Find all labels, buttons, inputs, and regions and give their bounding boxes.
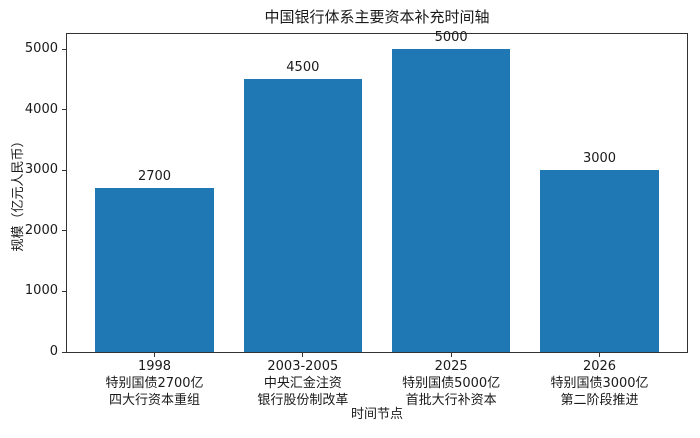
y-tick-mark bbox=[62, 169, 66, 171]
y-tick-label: 2000 bbox=[24, 222, 58, 238]
y-tick-label: 3000 bbox=[24, 162, 58, 178]
y-tick-label: 5000 bbox=[24, 41, 58, 57]
chart-title: 中国银行体系主要资本补充时间轴 bbox=[264, 8, 490, 26]
x-tick-label: 2026 特别国债3000亿 第二阶段推进 bbox=[550, 359, 649, 408]
y-tick-label: 0 bbox=[49, 344, 58, 359]
bar-value-label: 4500 bbox=[286, 60, 320, 76]
bar bbox=[540, 170, 659, 352]
bar-value-label: 3000 bbox=[582, 151, 617, 167]
bar bbox=[95, 188, 214, 352]
x-tick-label: 2025 特别国债5000亿 首批大行补资本 bbox=[402, 359, 501, 408]
plot-area: 2700 4500 5000 3000 bbox=[66, 30, 688, 353]
y-tick-mark bbox=[62, 109, 66, 111]
x-tick-mark bbox=[302, 353, 304, 357]
y-tick-mark bbox=[62, 290, 66, 292]
y-tick-label: 1000 bbox=[24, 283, 58, 299]
y-tick-label: 4000 bbox=[24, 101, 58, 117]
x-tick-label: 2003-2005 中央汇金注资 银行股份制改革 bbox=[257, 359, 349, 408]
x-tick-mark bbox=[598, 353, 600, 357]
x-axis-label: 时间节点 bbox=[350, 407, 403, 422]
bar-value-label: 5000 bbox=[434, 30, 468, 46]
bar bbox=[243, 79, 363, 352]
bar bbox=[391, 49, 511, 352]
x-tick-mark bbox=[154, 353, 155, 357]
y-tick-mark bbox=[62, 351, 66, 353]
x-tick-mark bbox=[450, 353, 452, 357]
bar-value-label: 2700 bbox=[137, 169, 172, 185]
y-tick-mark bbox=[62, 230, 66, 232]
x-tick-label: 1998 特别国债2700亿 四大行资本重组 bbox=[105, 359, 204, 408]
y-tick-mark bbox=[62, 48, 66, 50]
